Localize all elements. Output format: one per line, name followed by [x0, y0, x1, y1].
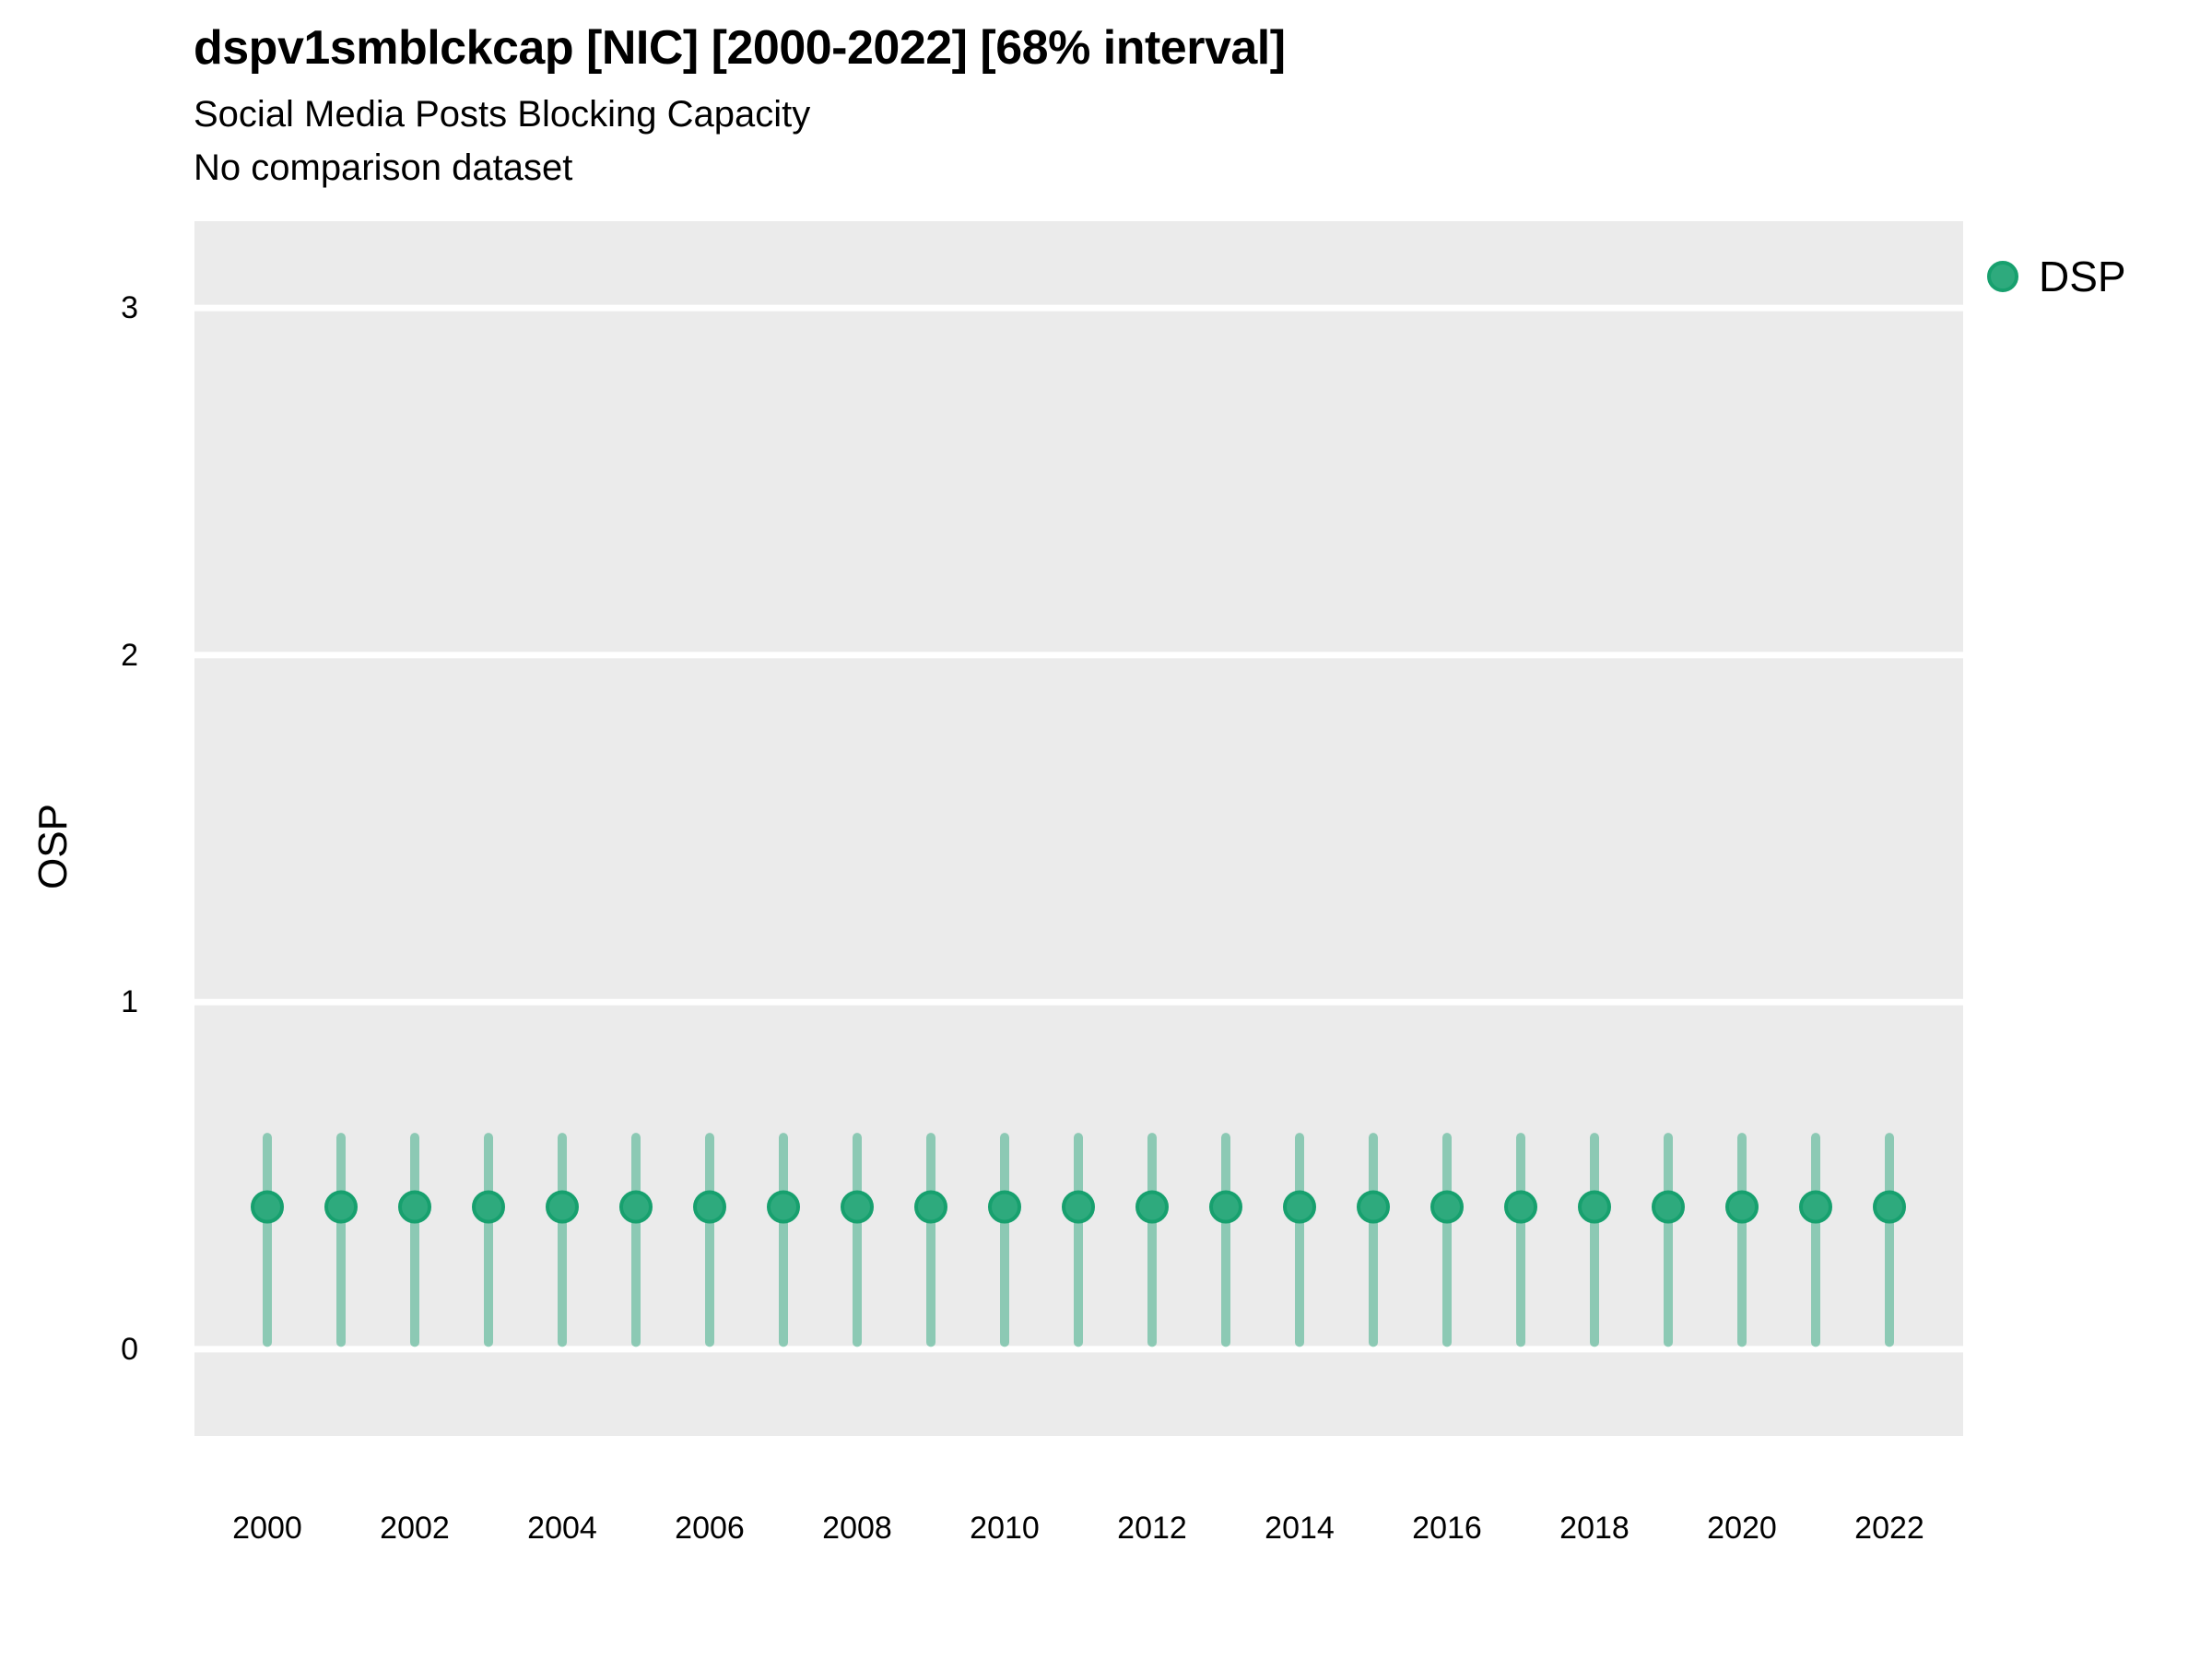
data-point-2005 — [619, 1190, 653, 1224]
y-axis-title: OSP — [30, 804, 76, 889]
data-point-2004 — [546, 1190, 579, 1224]
gridline-y-1 — [194, 998, 1963, 1006]
data-point-2006 — [693, 1190, 726, 1224]
legend-marker-icon — [1987, 261, 2018, 292]
x-tick-label-2000: 2000 — [232, 1511, 302, 1546]
y-tick-label-3: 3 — [121, 290, 138, 326]
data-point-2015 — [1357, 1190, 1390, 1224]
y-tick-label-0: 0 — [121, 1331, 138, 1367]
legend: DSP — [1987, 249, 2126, 304]
data-point-2002 — [398, 1190, 431, 1224]
data-point-2009 — [914, 1190, 947, 1224]
chart-subtitle: Social Media Posts Blocking Capacity — [194, 94, 811, 135]
legend-label: DSP — [2039, 253, 2126, 300]
data-point-2012 — [1135, 1190, 1169, 1224]
x-tick-label-2010: 2010 — [970, 1511, 1040, 1546]
data-point-2019 — [1652, 1190, 1685, 1224]
data-point-2013 — [1209, 1190, 1242, 1224]
data-point-2018 — [1578, 1190, 1611, 1224]
chart-canvas — [194, 304, 1963, 1353]
data-point-2010 — [988, 1190, 1021, 1224]
data-point-2016 — [1430, 1190, 1464, 1224]
data-point-2020 — [1725, 1190, 1759, 1224]
data-point-2014 — [1283, 1190, 1316, 1224]
chart-title: dspv1smblckcap [NIC] [2000-2022] [68% in… — [194, 21, 1286, 75]
plot-panel — [194, 221, 1963, 1436]
x-tick-label-2022: 2022 — [1854, 1511, 1924, 1546]
x-tick-label-2018: 2018 — [1559, 1511, 1630, 1546]
gridline-y-0 — [194, 1346, 1963, 1353]
x-tick-label-2002: 2002 — [380, 1511, 450, 1546]
data-point-2022 — [1873, 1190, 1906, 1224]
gridline-y-3 — [194, 304, 1963, 312]
y-tick-label-2: 2 — [121, 637, 138, 673]
x-tick-label-2004: 2004 — [527, 1511, 597, 1546]
x-tick-label-2020: 2020 — [1707, 1511, 1777, 1546]
data-point-2008 — [841, 1190, 874, 1224]
gridline-y-2 — [194, 652, 1963, 659]
data-point-2007 — [767, 1190, 800, 1224]
x-tick-label-2014: 2014 — [1265, 1511, 1335, 1546]
data-point-2011 — [1062, 1190, 1095, 1224]
x-tick-label-2012: 2012 — [1117, 1511, 1187, 1546]
comparison-note: No comparison dataset — [194, 147, 573, 188]
x-tick-label-2006: 2006 — [675, 1511, 745, 1546]
y-tick-label-1: 1 — [121, 984, 138, 1020]
data-point-2017 — [1504, 1190, 1537, 1224]
data-point-2021 — [1799, 1190, 1832, 1224]
x-tick-label-2016: 2016 — [1412, 1511, 1482, 1546]
data-point-2001 — [324, 1190, 358, 1224]
x-tick-label-2008: 2008 — [822, 1511, 892, 1546]
data-point-2000 — [251, 1190, 284, 1224]
data-point-2003 — [472, 1190, 505, 1224]
